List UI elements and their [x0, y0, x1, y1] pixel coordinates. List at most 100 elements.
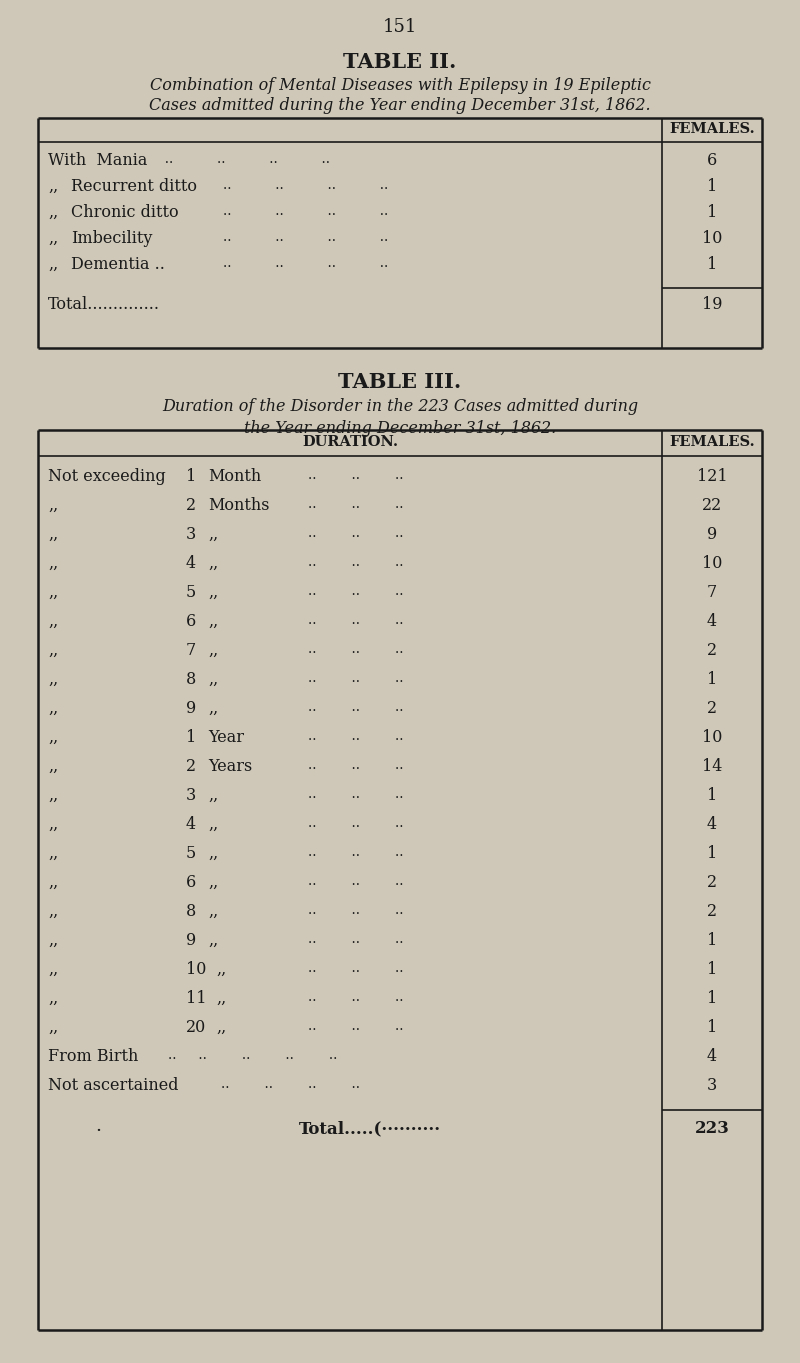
- Text: 6: 6: [186, 613, 196, 630]
- Text: 1: 1: [186, 729, 196, 746]
- Text: ,,: ,,: [208, 874, 218, 891]
- Text: Months: Months: [208, 497, 270, 514]
- Text: 22: 22: [702, 497, 722, 514]
- Text: ,,: ,,: [48, 204, 58, 221]
- Text: ..        ..        ..: .. .. ..: [308, 613, 403, 627]
- Text: ,,: ,,: [48, 786, 58, 804]
- Text: 3: 3: [186, 786, 196, 804]
- Text: ..        ..        ..: .. .. ..: [308, 555, 403, 568]
- Text: DURATION.: DURATION.: [302, 435, 398, 448]
- Text: Year: Year: [208, 729, 244, 746]
- Text: 10: 10: [702, 555, 722, 572]
- Text: ,,: ,,: [48, 256, 58, 273]
- Text: ..          ..          ..          ..: .. .. .. ..: [223, 256, 388, 270]
- Text: ,,: ,,: [216, 990, 226, 1007]
- Text: ,,: ,,: [48, 874, 58, 891]
- Text: ..     ..        ..        ..        ..: .. .. .. .. ..: [168, 1048, 338, 1062]
- Text: ,,: ,,: [48, 497, 58, 514]
- Text: 7: 7: [186, 642, 196, 658]
- Text: Month: Month: [208, 468, 262, 485]
- Text: 10: 10: [702, 729, 722, 746]
- Text: From Birth: From Birth: [48, 1048, 138, 1065]
- Text: ·: ·: [95, 1122, 101, 1139]
- Text: ,,: ,,: [208, 583, 218, 601]
- Text: ,,: ,,: [208, 701, 218, 717]
- Text: ,,: ,,: [48, 613, 58, 630]
- Text: 8: 8: [186, 671, 196, 688]
- Text: ,,: ,,: [208, 816, 218, 833]
- Text: ..        ..        ..: .. .. ..: [308, 932, 403, 946]
- Text: ,,: ,,: [216, 961, 226, 979]
- Text: ,,: ,,: [48, 526, 58, 542]
- Text: ..        ..        ..: .. .. ..: [308, 497, 403, 511]
- Text: 5: 5: [186, 583, 196, 601]
- Text: 223: 223: [694, 1120, 730, 1137]
- Text: 9: 9: [707, 526, 717, 542]
- Text: Total..............: Total..............: [48, 296, 160, 313]
- Text: 11: 11: [186, 990, 206, 1007]
- Text: ..          ..          ..          ..: .. .. .. ..: [223, 230, 388, 244]
- Text: ,,: ,,: [208, 671, 218, 688]
- Text: ..        ..        ..: .. .. ..: [308, 786, 403, 801]
- Text: 1: 1: [707, 256, 717, 273]
- Text: 151: 151: [383, 18, 417, 35]
- Text: ,,: ,,: [48, 990, 58, 1007]
- Text: Duration of the Disorder in the 223 Cases admitted during: Duration of the Disorder in the 223 Case…: [162, 398, 638, 414]
- Text: 2: 2: [186, 497, 196, 514]
- Text: Recurrent ditto: Recurrent ditto: [71, 179, 197, 195]
- Text: 1: 1: [707, 932, 717, 949]
- Text: FEMALES.: FEMALES.: [669, 435, 755, 448]
- Text: ,,: ,,: [48, 583, 58, 601]
- Text: 19: 19: [702, 296, 722, 313]
- Text: 9: 9: [186, 932, 196, 949]
- Text: ..        ..        ..        ..: .. .. .. ..: [221, 1077, 360, 1090]
- Text: ,,: ,,: [48, 729, 58, 746]
- Text: 1: 1: [707, 961, 717, 979]
- Text: ,,: ,,: [48, 961, 58, 979]
- Text: ,,: ,,: [48, 932, 58, 949]
- Text: ..        ..        ..: .. .. ..: [308, 583, 403, 598]
- Text: 1: 1: [707, 990, 717, 1007]
- Text: ,,: ,,: [48, 904, 58, 920]
- Text: ,,: ,,: [208, 904, 218, 920]
- Text: ..        ..        ..: .. .. ..: [308, 990, 403, 1005]
- Text: ..        ..        ..: .. .. ..: [308, 642, 403, 656]
- Text: ..          ..          ..          ..: .. .. .. ..: [156, 153, 330, 166]
- Text: Not exceeding: Not exceeding: [48, 468, 166, 485]
- Text: 20: 20: [186, 1020, 206, 1036]
- Text: 2: 2: [707, 642, 717, 658]
- Text: ,,: ,,: [48, 555, 58, 572]
- Text: ,,: ,,: [216, 1020, 226, 1036]
- Text: 3: 3: [186, 526, 196, 542]
- Text: ..        ..        ..: .. .. ..: [308, 671, 403, 686]
- Text: ,,: ,,: [208, 845, 218, 861]
- Text: ..        ..        ..: .. .. ..: [308, 845, 403, 859]
- Text: 9: 9: [186, 701, 196, 717]
- Text: 4: 4: [707, 1048, 717, 1065]
- Text: With  Mania: With Mania: [48, 153, 147, 169]
- Text: ,,: ,,: [208, 642, 218, 658]
- Text: ..        ..        ..: .. .. ..: [308, 904, 403, 917]
- Text: ,,: ,,: [208, 786, 218, 804]
- Text: 2: 2: [707, 904, 717, 920]
- Text: ..        ..        ..: .. .. ..: [308, 758, 403, 771]
- Text: 4: 4: [186, 555, 196, 572]
- Text: 14: 14: [702, 758, 722, 776]
- Text: 1: 1: [707, 179, 717, 195]
- Text: ,,: ,,: [208, 526, 218, 542]
- Text: ..          ..          ..          ..: .. .. .. ..: [223, 204, 388, 218]
- Text: ,,: ,,: [48, 230, 58, 247]
- Text: ..        ..        ..: .. .. ..: [308, 816, 403, 830]
- Text: Chronic ditto: Chronic ditto: [71, 204, 178, 221]
- Text: ,,: ,,: [48, 179, 58, 195]
- Text: 5: 5: [186, 845, 196, 861]
- Text: 1: 1: [707, 671, 717, 688]
- Text: 4: 4: [186, 816, 196, 833]
- Text: 4: 4: [707, 816, 717, 833]
- Text: Years: Years: [208, 758, 252, 776]
- Text: 3: 3: [707, 1077, 717, 1094]
- Text: ,,: ,,: [208, 932, 218, 949]
- Text: ,,: ,,: [208, 613, 218, 630]
- Text: Not ascertained: Not ascertained: [48, 1077, 178, 1094]
- Text: 2: 2: [186, 758, 196, 776]
